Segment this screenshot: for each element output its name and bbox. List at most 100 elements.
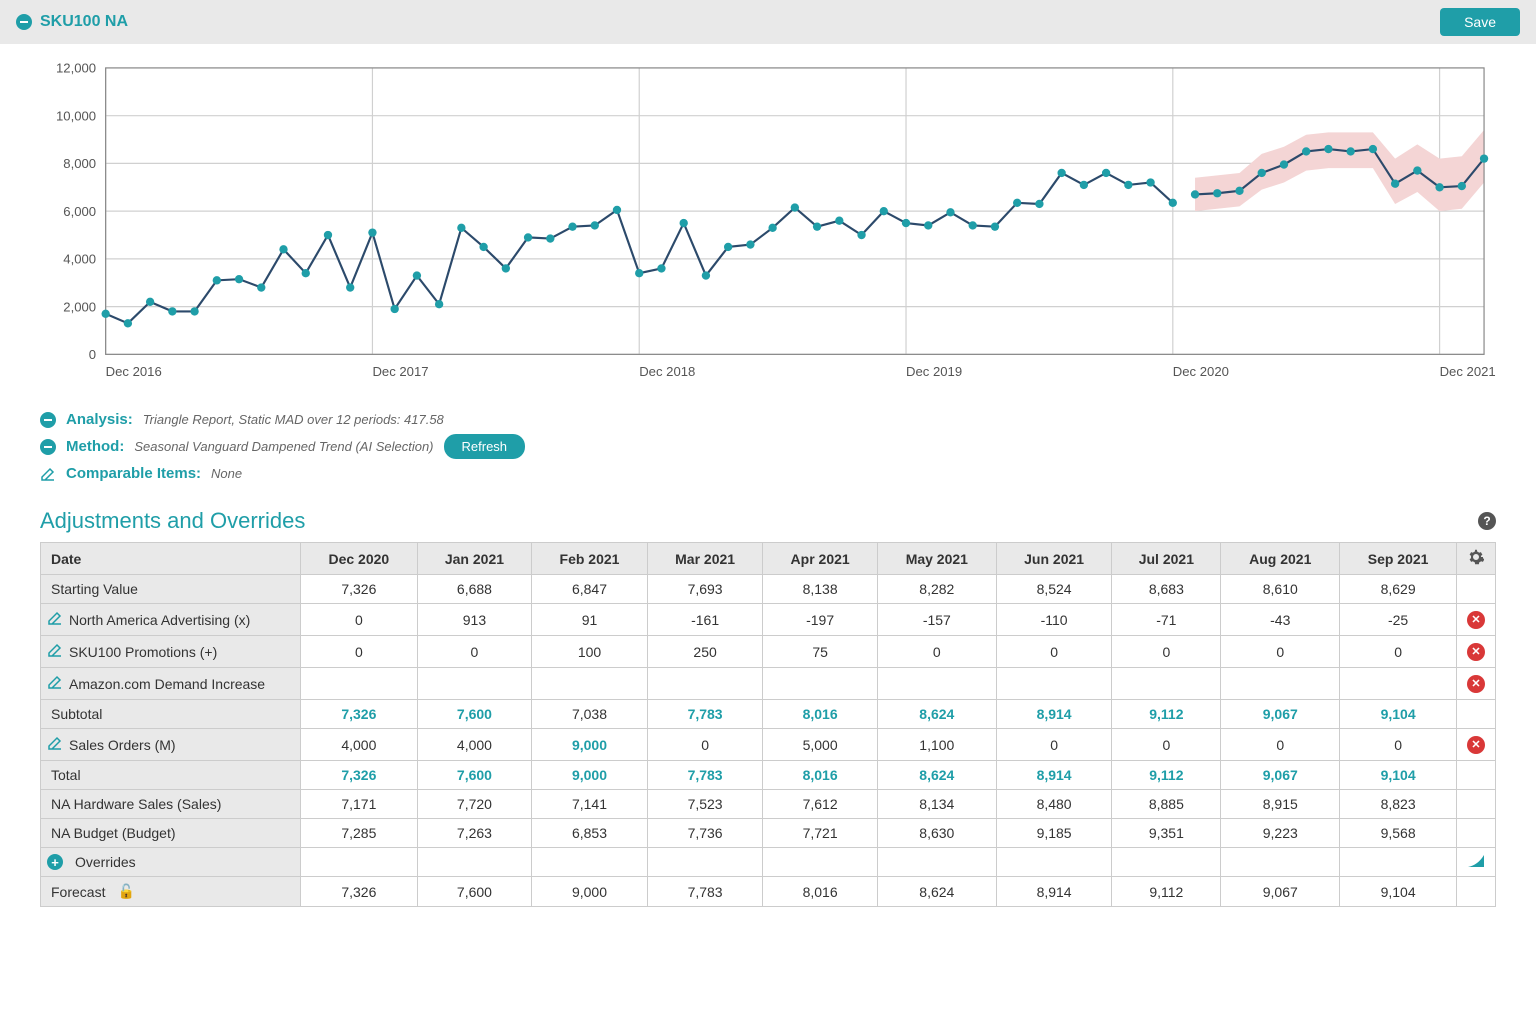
cell[interactable]: 8,016 bbox=[763, 700, 877, 729]
cell[interactable]: -25 bbox=[1340, 604, 1457, 636]
cell[interactable]: 8,480 bbox=[996, 790, 1112, 819]
refresh-button[interactable]: Refresh bbox=[444, 434, 526, 459]
cell[interactable]: 9,112 bbox=[1112, 700, 1221, 729]
cell[interactable]: 0 bbox=[647, 729, 763, 761]
cell[interactable]: 7,171 bbox=[301, 790, 418, 819]
cell[interactable] bbox=[647, 668, 763, 700]
cell[interactable] bbox=[1221, 668, 1340, 700]
cell[interactable]: -110 bbox=[996, 604, 1112, 636]
edit-icon[interactable] bbox=[47, 674, 63, 693]
cell[interactable]: 9,000 bbox=[532, 761, 648, 790]
cell[interactable]: -161 bbox=[647, 604, 763, 636]
cell[interactable]: 7,326 bbox=[301, 761, 418, 790]
cell[interactable]: 91 bbox=[532, 604, 648, 636]
cell[interactable]: 9,112 bbox=[1112, 761, 1221, 790]
cell[interactable]: 9,185 bbox=[996, 819, 1112, 848]
cell[interactable]: 8,610 bbox=[1221, 575, 1340, 604]
cell[interactable]: 0 bbox=[417, 636, 532, 668]
cell[interactable]: -197 bbox=[763, 604, 877, 636]
cell[interactable] bbox=[532, 848, 648, 877]
cell[interactable]: 7,285 bbox=[301, 819, 418, 848]
cell[interactable] bbox=[996, 848, 1112, 877]
cell[interactable] bbox=[532, 668, 648, 700]
cell[interactable] bbox=[763, 848, 877, 877]
cell[interactable]: -71 bbox=[1112, 604, 1221, 636]
cell[interactable]: -157 bbox=[877, 604, 996, 636]
cell[interactable]: 5,000 bbox=[763, 729, 877, 761]
cell[interactable] bbox=[1112, 668, 1221, 700]
cell[interactable]: 100 bbox=[532, 636, 648, 668]
cell[interactable]: 9,067 bbox=[1221, 877, 1340, 907]
cell[interactable]: 8,885 bbox=[1112, 790, 1221, 819]
cell[interactable] bbox=[1221, 848, 1340, 877]
cell[interactable]: 7,720 bbox=[417, 790, 532, 819]
cell[interactable]: 0 bbox=[1340, 729, 1457, 761]
cell[interactable]: 0 bbox=[877, 636, 996, 668]
unlock-icon[interactable]: 🔓 bbox=[117, 883, 134, 900]
cell[interactable]: 7,326 bbox=[301, 575, 418, 604]
cell[interactable]: 9,223 bbox=[1221, 819, 1340, 848]
cell[interactable]: 7,600 bbox=[417, 761, 532, 790]
cell[interactable]: 9,067 bbox=[1221, 700, 1340, 729]
collapse-icon[interactable] bbox=[40, 412, 56, 428]
plus-icon[interactable] bbox=[47, 854, 63, 870]
cell[interactable]: 8,524 bbox=[996, 575, 1112, 604]
cell[interactable]: 0 bbox=[1221, 636, 1340, 668]
cell[interactable]: 6,847 bbox=[532, 575, 648, 604]
help-icon[interactable]: ? bbox=[1478, 512, 1496, 530]
delete-icon[interactable] bbox=[1467, 736, 1485, 754]
cell[interactable]: 8,630 bbox=[877, 819, 996, 848]
cell[interactable]: 7,612 bbox=[763, 790, 877, 819]
cell[interactable]: 7,326 bbox=[301, 877, 418, 907]
edit-icon[interactable] bbox=[40, 466, 56, 482]
collapse-icon[interactable] bbox=[16, 14, 32, 30]
cell[interactable]: 7,141 bbox=[532, 790, 648, 819]
cell[interactable]: 8,016 bbox=[763, 877, 877, 907]
cell[interactable]: 0 bbox=[1112, 636, 1221, 668]
cell[interactable]: 7,693 bbox=[647, 575, 763, 604]
collapse-icon[interactable] bbox=[40, 439, 56, 455]
cell[interactable]: 9,104 bbox=[1340, 700, 1457, 729]
cell[interactable]: 7,600 bbox=[417, 700, 532, 729]
cell[interactable]: 9,104 bbox=[1340, 761, 1457, 790]
cell[interactable]: 7,263 bbox=[417, 819, 532, 848]
cell[interactable]: 9,351 bbox=[1112, 819, 1221, 848]
cell[interactable] bbox=[763, 668, 877, 700]
cell[interactable]: 8,914 bbox=[996, 700, 1112, 729]
expand-icon[interactable] bbox=[1457, 848, 1496, 877]
cell[interactable]: 8,624 bbox=[877, 761, 996, 790]
cell[interactable]: 7,523 bbox=[647, 790, 763, 819]
cell[interactable] bbox=[877, 668, 996, 700]
edit-icon[interactable] bbox=[47, 735, 63, 754]
delete-icon[interactable] bbox=[1467, 643, 1485, 661]
delete-icon[interactable] bbox=[1467, 611, 1485, 629]
cell[interactable] bbox=[877, 848, 996, 877]
cell[interactable]: 0 bbox=[1340, 636, 1457, 668]
cell[interactable]: 8,683 bbox=[1112, 575, 1221, 604]
cell[interactable]: 75 bbox=[763, 636, 877, 668]
cell[interactable]: 6,853 bbox=[532, 819, 648, 848]
save-button[interactable]: Save bbox=[1440, 8, 1520, 36]
col-gear[interactable] bbox=[1457, 543, 1496, 575]
cell[interactable]: 0 bbox=[996, 636, 1112, 668]
cell[interactable]: 9,104 bbox=[1340, 877, 1457, 907]
cell[interactable] bbox=[996, 668, 1112, 700]
cell[interactable]: 6,688 bbox=[417, 575, 532, 604]
cell[interactable]: 9,000 bbox=[532, 877, 648, 907]
cell[interactable]: 4,000 bbox=[301, 729, 418, 761]
cell[interactable] bbox=[1112, 848, 1221, 877]
cell[interactable] bbox=[301, 668, 418, 700]
cell[interactable]: 8,624 bbox=[877, 700, 996, 729]
cell[interactable]: 250 bbox=[647, 636, 763, 668]
cell[interactable] bbox=[417, 668, 532, 700]
cell[interactable]: 7,736 bbox=[647, 819, 763, 848]
cell[interactable]: 7,721 bbox=[763, 819, 877, 848]
cell[interactable] bbox=[647, 848, 763, 877]
cell[interactable]: 0 bbox=[1112, 729, 1221, 761]
edit-icon[interactable] bbox=[47, 610, 63, 629]
cell[interactable]: 8,134 bbox=[877, 790, 996, 819]
cell[interactable]: 9,568 bbox=[1340, 819, 1457, 848]
cell[interactable]: 8,629 bbox=[1340, 575, 1457, 604]
cell[interactable]: 9,000 bbox=[532, 729, 648, 761]
cell[interactable]: 7,783 bbox=[647, 700, 763, 729]
